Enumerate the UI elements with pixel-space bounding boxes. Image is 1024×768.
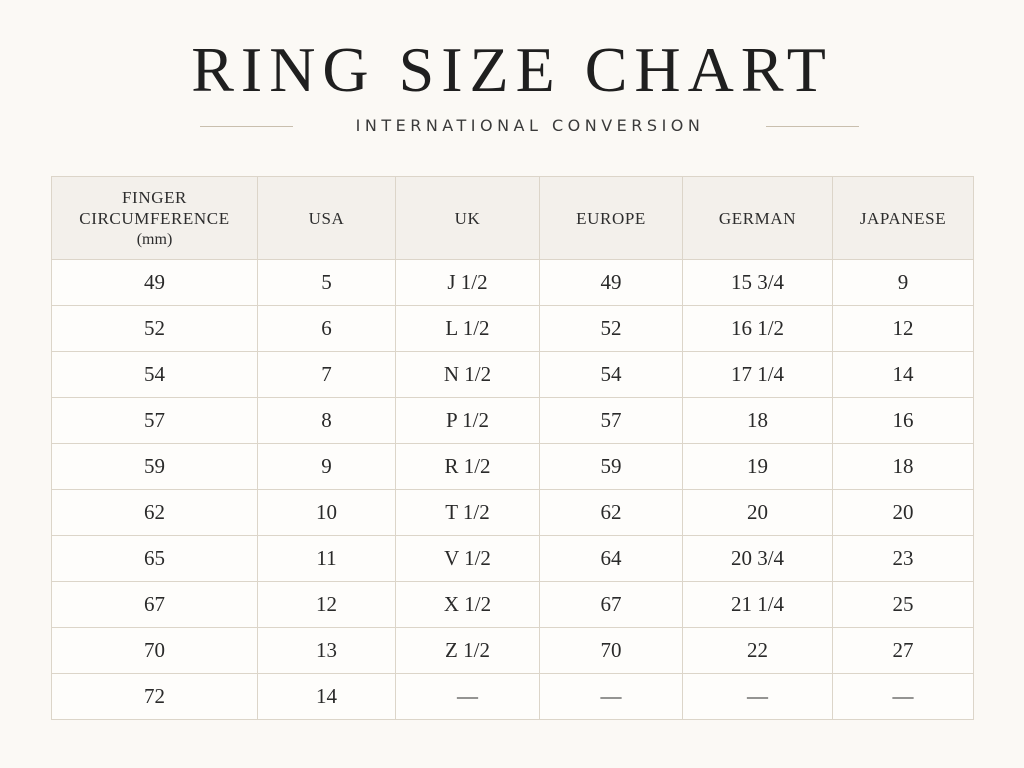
cell-uk: Z 1/2 [395, 627, 540, 674]
table-row: 72 14 — — — — [51, 673, 974, 720]
cell-japanese: 16 [832, 397, 974, 444]
right-divider [766, 126, 859, 127]
cell-circumference: 62 [51, 489, 258, 536]
cell-japanese: 18 [832, 443, 974, 490]
cell-usa: 5 [257, 259, 396, 306]
cell-german: 21 1/4 [682, 581, 833, 628]
cell-circumference: 57 [51, 397, 258, 444]
cell-usa: 7 [257, 351, 396, 398]
table-row: 67 12 X 1/2 67 21 1/4 25 [51, 581, 974, 628]
cell-japanese: — [832, 673, 974, 720]
cell-circumference: 59 [51, 443, 258, 490]
cell-german: — [682, 673, 833, 720]
header-circumference-line2: CIRCUMFERENCE [79, 208, 230, 228]
cell-europe: 70 [539, 627, 683, 674]
cell-german: 22 [682, 627, 833, 674]
cell-europe: 54 [539, 351, 683, 398]
cell-usa: 9 [257, 443, 396, 490]
cell-japanese: 12 [832, 305, 974, 352]
header-circumference-line1: FINGER [122, 187, 187, 207]
cell-circumference: 54 [51, 351, 258, 398]
header-circumference-unit: (mm) [136, 230, 173, 248]
cell-uk: P 1/2 [395, 397, 540, 444]
header-uk: UK [395, 176, 540, 260]
cell-circumference: 49 [51, 259, 258, 306]
cell-europe: 62 [539, 489, 683, 536]
cell-usa: 14 [257, 673, 396, 720]
cell-usa: 6 [257, 305, 396, 352]
cell-usa: 8 [257, 397, 396, 444]
cell-usa: 13 [257, 627, 396, 674]
cell-europe: 52 [539, 305, 683, 352]
subtitle-row: INTERNATIONAL CONVERSION [0, 114, 1024, 138]
cell-german: 20 [682, 489, 833, 536]
left-divider [200, 126, 293, 127]
cell-circumference: 72 [51, 673, 258, 720]
header-finger-circumference: FINGER CIRCUMFERENCE (mm) [51, 176, 258, 260]
cell-german: 19 [682, 443, 833, 490]
cell-circumference: 65 [51, 535, 258, 582]
table-row: 54 7 N 1/2 54 17 1/4 14 [51, 351, 974, 398]
cell-japanese: 27 [832, 627, 974, 674]
header-europe: EUROPE [539, 176, 683, 260]
cell-circumference: 70 [51, 627, 258, 674]
table-body: 49 5 J 1/2 49 15 3/4 9 52 6 L 1/2 52 16 … [51, 259, 974, 720]
table-header-row: FINGER CIRCUMFERENCE (mm) USA UK EUROPE … [51, 176, 974, 260]
page-title: RING SIZE CHART [191, 34, 833, 105]
cell-uk: V 1/2 [395, 535, 540, 582]
table-row: 52 6 L 1/2 52 16 1/2 12 [51, 305, 974, 352]
cell-uk: N 1/2 [395, 351, 540, 398]
header-german: GERMAN [682, 176, 833, 260]
cell-japanese: 25 [832, 581, 974, 628]
ring-size-table: FINGER CIRCUMFERENCE (mm) USA UK EUROPE … [51, 176, 974, 720]
table-row: 49 5 J 1/2 49 15 3/4 9 [51, 259, 974, 306]
cell-uk: L 1/2 [395, 305, 540, 352]
cell-circumference: 67 [51, 581, 258, 628]
cell-uk: X 1/2 [395, 581, 540, 628]
cell-japanese: 23 [832, 535, 974, 582]
cell-europe: 67 [539, 581, 683, 628]
cell-uk: R 1/2 [395, 443, 540, 490]
cell-europe: 57 [539, 397, 683, 444]
cell-japanese: 9 [832, 259, 974, 306]
cell-circumference: 52 [51, 305, 258, 352]
cell-europe: — [539, 673, 683, 720]
cell-europe: 59 [539, 443, 683, 490]
cell-german: 15 3/4 [682, 259, 833, 306]
cell-uk: J 1/2 [395, 259, 540, 306]
table-row: 57 8 P 1/2 57 18 16 [51, 397, 974, 444]
cell-usa: 10 [257, 489, 396, 536]
table-row: 65 11 V 1/2 64 20 3/4 23 [51, 535, 974, 582]
cell-german: 18 [682, 397, 833, 444]
cell-german: 17 1/4 [682, 351, 833, 398]
header-japanese: JAPANESE [832, 176, 974, 260]
cell-german: 16 1/2 [682, 305, 833, 352]
table-row: 62 10 T 1/2 62 20 20 [51, 489, 974, 536]
cell-german: 20 3/4 [682, 535, 833, 582]
cell-europe: 49 [539, 259, 683, 306]
page-subtitle: INTERNATIONAL CONVERSION [355, 116, 705, 135]
cell-uk: T 1/2 [395, 489, 540, 536]
table-row: 70 13 Z 1/2 70 22 27 [51, 627, 974, 674]
cell-japanese: 20 [832, 489, 974, 536]
cell-usa: 11 [257, 535, 396, 582]
cell-usa: 12 [257, 581, 396, 628]
cell-uk: — [395, 673, 540, 720]
header-usa: USA [257, 176, 396, 260]
cell-japanese: 14 [832, 351, 974, 398]
table-row: 59 9 R 1/2 59 19 18 [51, 443, 974, 490]
cell-europe: 64 [539, 535, 683, 582]
